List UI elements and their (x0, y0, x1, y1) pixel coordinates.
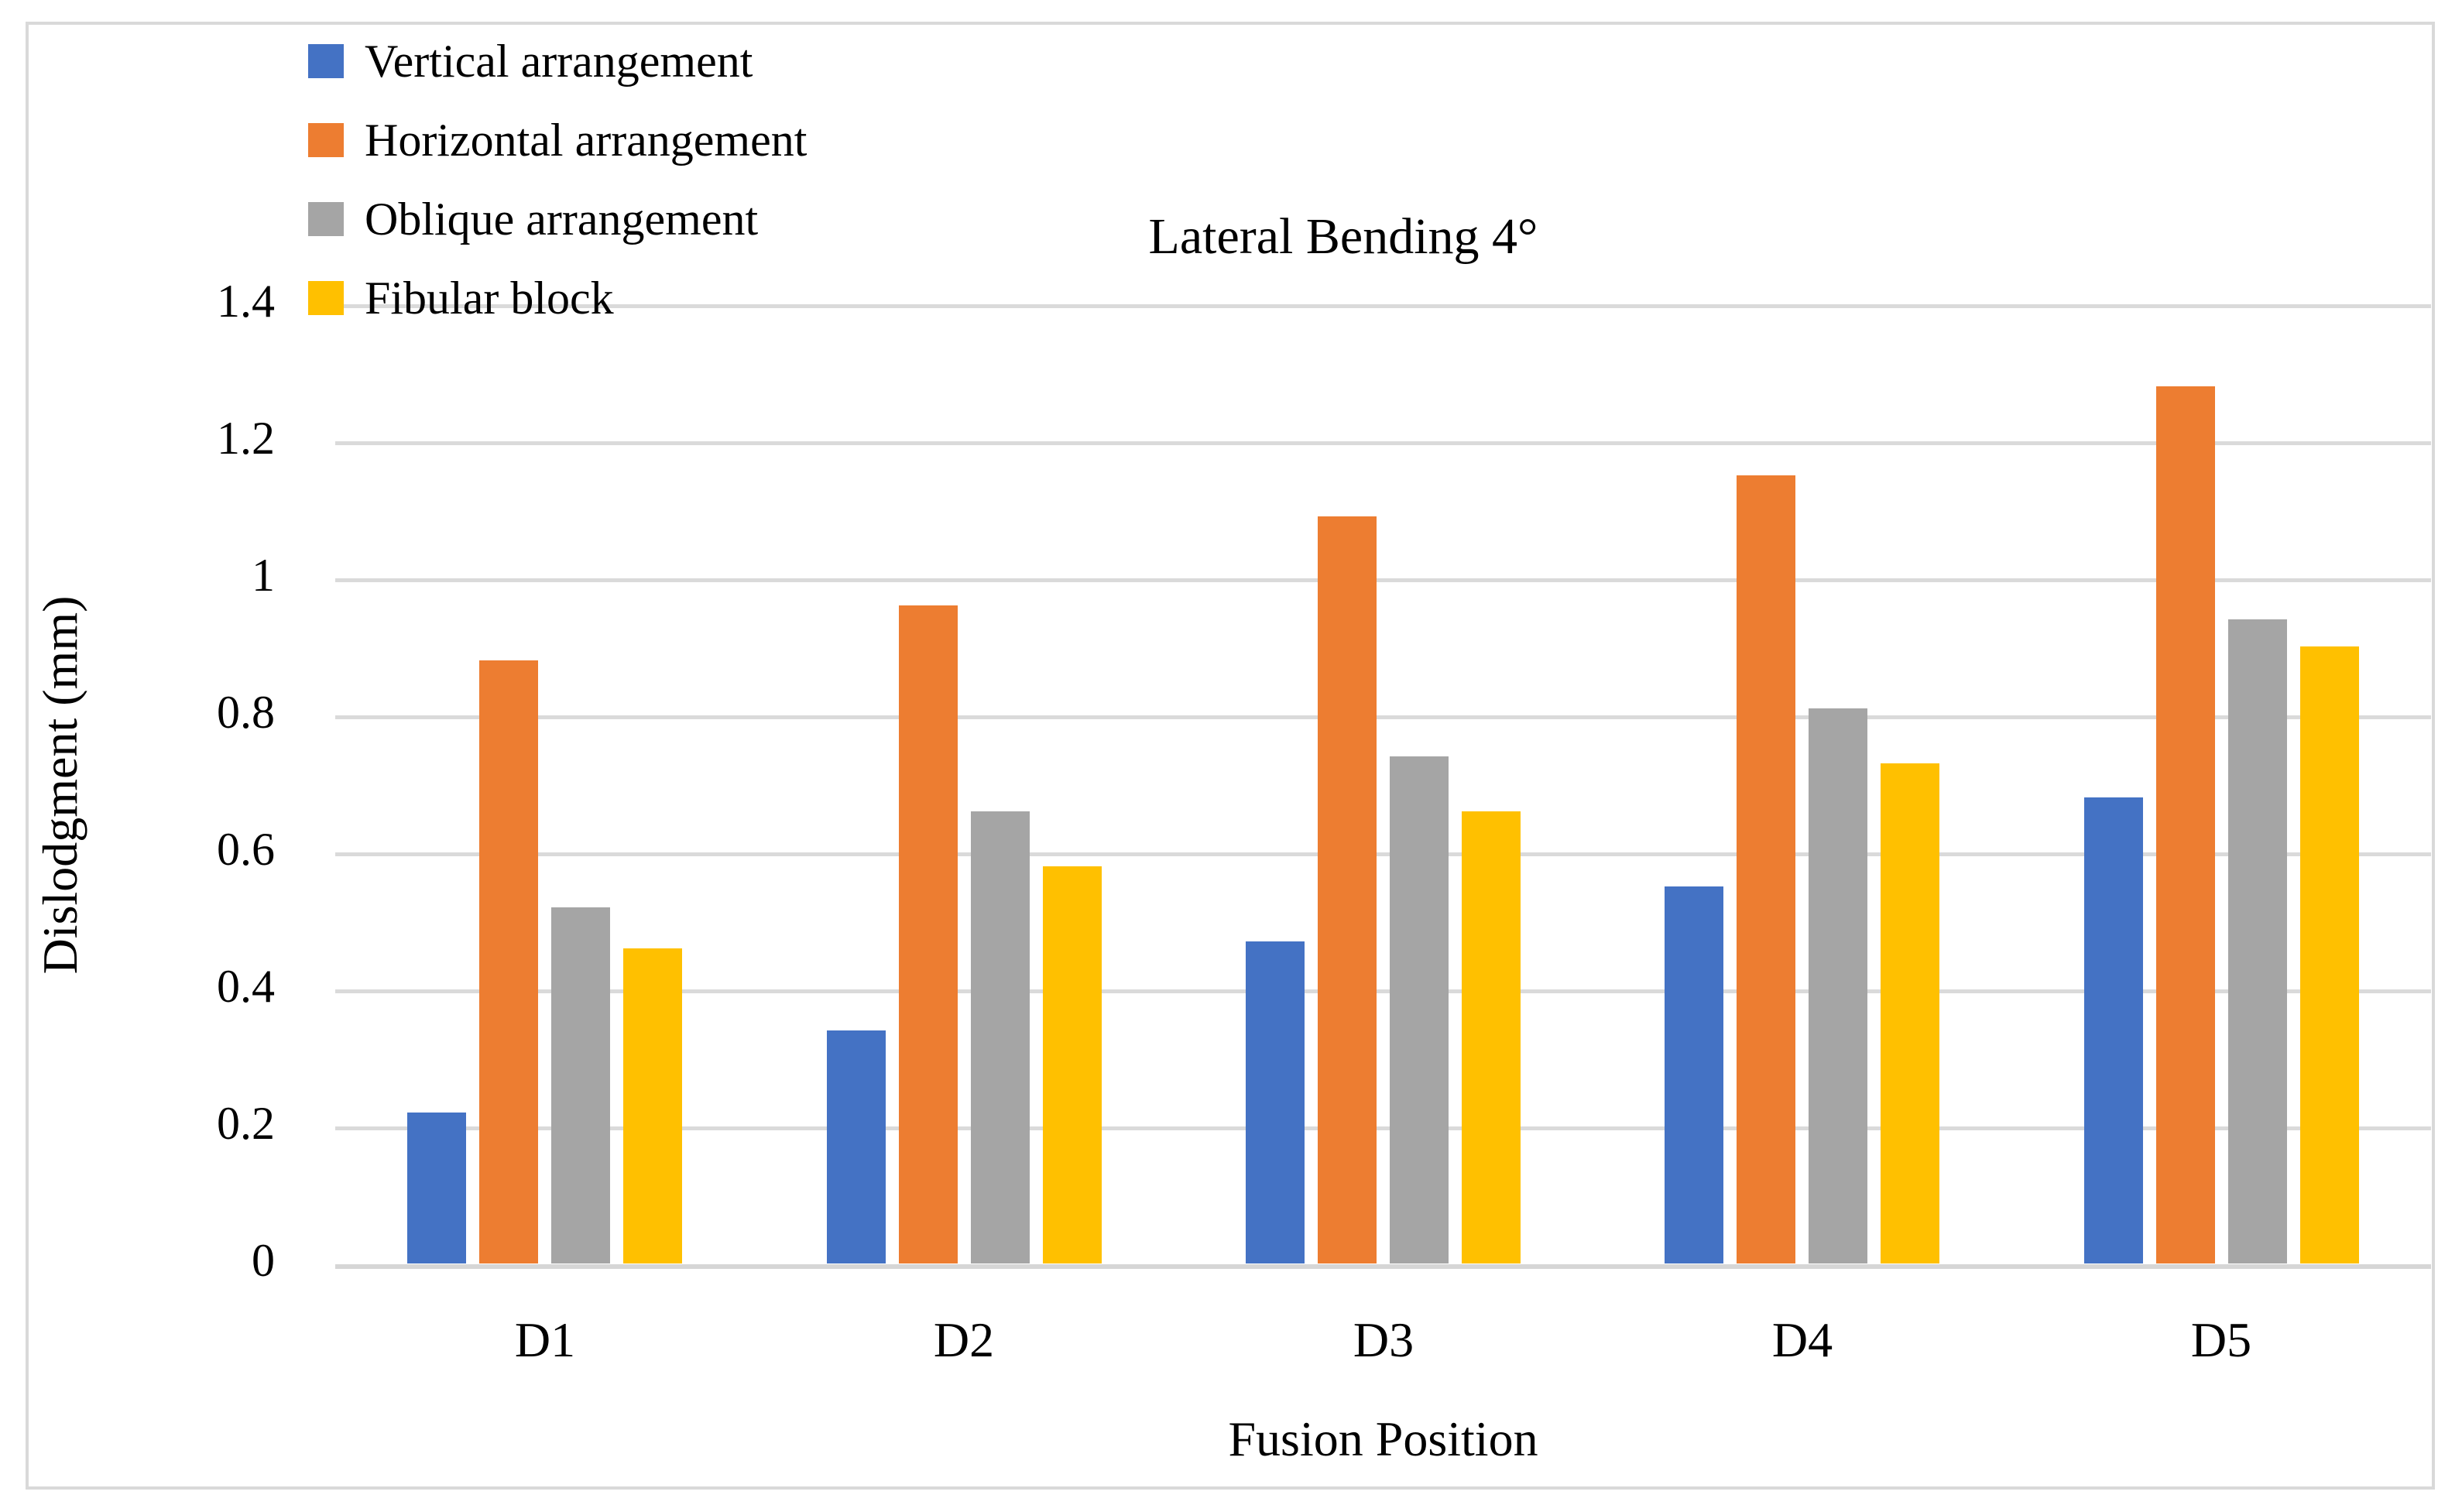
legend-label: Fibular block (365, 272, 614, 324)
gridline (335, 989, 2431, 993)
gridline (335, 304, 2431, 308)
y-tick-label: 0.2 (217, 1098, 275, 1149)
x-axis-title: Fusion Position (1228, 1411, 1538, 1466)
gridline (335, 1126, 2431, 1130)
bar-oblique-arrangement-d2 (971, 811, 1030, 1263)
bar-vertical-arrangement-d4 (1665, 886, 1723, 1263)
gridline (335, 578, 2431, 582)
legend-item-fibular-block: Fibular block (308, 259, 807, 338)
bar-horizontal-arrangement-d1 (479, 660, 538, 1263)
bar-oblique-arrangement-d3 (1390, 756, 1449, 1263)
legend-label: Horizontal arrangement (365, 114, 808, 166)
bar-vertical-arrangement-d2 (827, 1030, 886, 1263)
chart-border (26, 22, 2435, 1490)
bar-vertical-arrangement-d5 (2084, 797, 2143, 1263)
bar-horizontal-arrangement-d4 (1737, 475, 1795, 1263)
gridline (335, 441, 2431, 445)
bar-fibular-block-d1 (623, 948, 682, 1263)
x-tick-label: D2 (933, 1312, 995, 1367)
y-tick-label: 0 (252, 1235, 275, 1286)
bar-fibular-block-d2 (1043, 866, 1102, 1263)
legend-item-vertical-arrangement: Vertical arrangement (308, 22, 807, 101)
y-tick-label: 0.6 (217, 824, 275, 875)
bar-oblique-arrangement-d5 (2228, 619, 2287, 1263)
bar-oblique-arrangement-d1 (551, 907, 610, 1263)
legend: Vertical arrangement Horizontal arrangeme… (308, 22, 807, 338)
y-tick-label: 0.8 (217, 687, 275, 738)
y-tick-label: 1.4 (217, 276, 275, 327)
x-tick-label: D4 (1771, 1312, 1833, 1367)
chart-title: Lateral Bending 4° (1148, 208, 1538, 265)
legend-swatch-icon (308, 202, 344, 236)
bar-fibular-block-d4 (1881, 763, 1939, 1263)
x-axis-line (335, 1264, 2431, 1269)
legend-item-horizontal-arrangement: Horizontal arrangement (308, 101, 807, 180)
legend-label: Vertical arrangement (365, 35, 753, 87)
bar-horizontal-arrangement-d3 (1318, 516, 1377, 1263)
y-tick-label: 1 (252, 550, 275, 601)
legend-label: Oblique arrangement (365, 193, 759, 245)
y-tick-label: 1.2 (217, 413, 275, 464)
bar-vertical-arrangement-d3 (1246, 941, 1305, 1263)
gridline (335, 852, 2431, 856)
bar-oblique-arrangement-d4 (1809, 708, 1867, 1263)
bar-horizontal-arrangement-d5 (2156, 386, 2215, 1263)
bar-fibular-block-d3 (1462, 811, 1521, 1263)
x-tick-label: D3 (1353, 1312, 1414, 1367)
y-tick-label: 0.4 (217, 961, 275, 1012)
bar-fibular-block-d5 (2300, 646, 2359, 1263)
legend-swatch-icon (308, 44, 344, 78)
legend-swatch-icon (308, 123, 344, 157)
x-tick-label: D5 (2190, 1312, 2252, 1367)
gridline (335, 715, 2431, 719)
legend-swatch-icon (308, 281, 344, 315)
x-tick-label: D1 (514, 1312, 576, 1367)
legend-item-oblique-arrangement: Oblique arrangement (308, 180, 807, 259)
y-axis-title: Dislodgment (mm) (33, 595, 87, 975)
bar-horizontal-arrangement-d2 (899, 605, 958, 1263)
bar-vertical-arrangement-d1 (407, 1113, 466, 1263)
